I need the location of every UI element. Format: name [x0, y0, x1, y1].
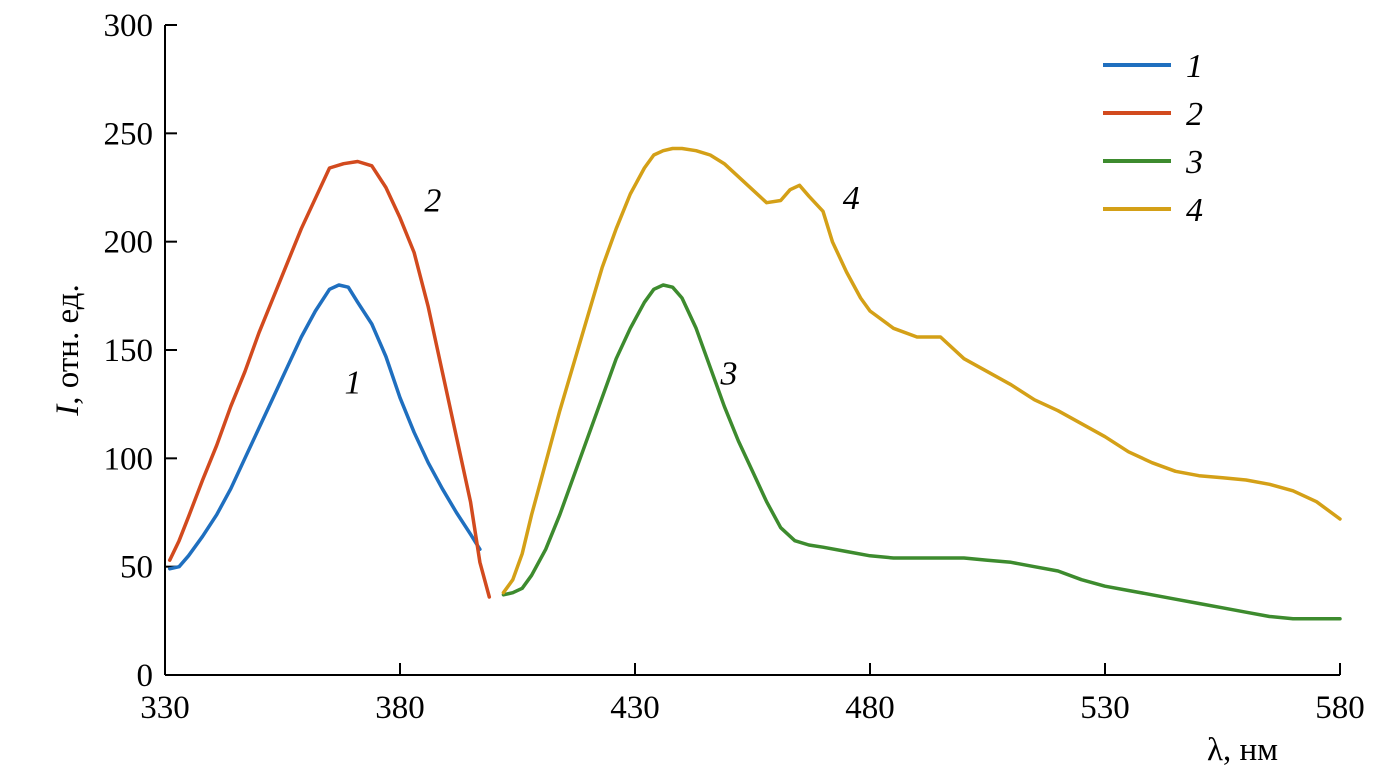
x-tick-label: 580: [1315, 690, 1365, 726]
y-tick-label: 50: [120, 550, 153, 586]
y-tick-label: 0: [137, 658, 154, 694]
y-tick-label: 200: [104, 225, 154, 261]
series-labels: 1 2 3 4: [345, 180, 860, 401]
legend-label-3: 3: [1185, 144, 1203, 181]
series-line-3: [501, 283, 1342, 621]
y-tick-label: 300: [104, 8, 154, 44]
series-label-4: 4: [843, 180, 860, 217]
legend-label-4: 4: [1186, 192, 1203, 229]
y-tick-label: 250: [104, 116, 154, 152]
series-label-3: 3: [720, 356, 738, 393]
legend-label-2: 2: [1186, 96, 1203, 133]
x-tick-label: 430: [610, 690, 660, 726]
series-line-4: [501, 146, 1342, 595]
x-tick-label: 380: [375, 690, 425, 726]
y-tick-label: 100: [104, 441, 154, 477]
x-tick-label: 480: [845, 690, 895, 726]
series-layer: [167, 146, 1342, 621]
axes: 330 380 430 480 530 580 0 50 100 150 200 250 300: [104, 8, 1365, 726]
x-tick-label: 330: [140, 690, 190, 726]
y-axis-title: I, отн. ед.: [50, 284, 86, 416]
series-line-1: [167, 283, 482, 571]
y-axis-title-symbol: I: [50, 403, 86, 417]
x-axis-title: λ, нм: [1207, 732, 1278, 768]
series-line-2: [167, 159, 492, 599]
legend: 1 2 3 4: [1103, 48, 1203, 229]
series-label-1: 1: [345, 364, 362, 401]
x-tick-label: 530: [1080, 690, 1130, 726]
legend-label-1: 1: [1186, 48, 1203, 85]
y-tick-label: 150: [104, 333, 154, 369]
series-label-2: 2: [424, 182, 441, 219]
y-axis-title-units: , отн. ед.: [50, 284, 86, 404]
